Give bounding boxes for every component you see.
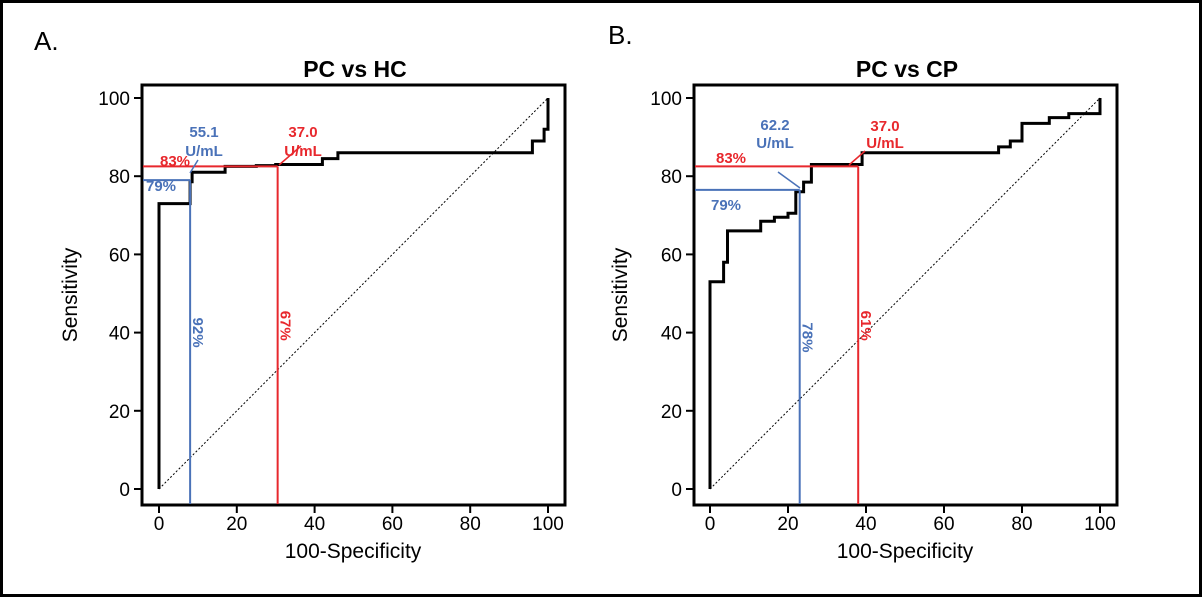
- panel-a-axes-frame: [140, 83, 567, 507]
- panel-b-axes-frame: [692, 83, 1119, 507]
- panel-b-y-tick-label-1: 20: [661, 402, 682, 423]
- panel-a-y-tick-label-4: 80: [109, 167, 130, 188]
- panel-b-x-tick-label-1: 20: [777, 514, 798, 535]
- panel-a-x-tick-label-0: 0: [154, 514, 165, 535]
- panel-b-diagonal-reference-line: [709, 97, 1101, 490]
- panel-a-cutoff-1-sensitivity-label: 83%: [160, 153, 190, 170]
- panel-a-cutoff-1-value-label-line-0: 37.0: [288, 124, 317, 141]
- panel-b-cutoff-0-specificity-label: 78%: [799, 322, 816, 352]
- panel-a-cutoff-0-sensitivity-label: 79%: [146, 178, 176, 195]
- panel-a-cutoff-0-leader-line: [189, 159, 199, 174]
- panel-a-cutoff-1-leader-line: [278, 145, 302, 166]
- panel-b-cutoff-0-value-label-line-1: U/mL: [756, 135, 794, 152]
- panel-a-cutoff-1-value-label-line-1: U/mL: [284, 143, 322, 160]
- panel-a-y-tick-label-2: 40: [109, 324, 130, 345]
- panel-b-y-tick-label-0: 0: [671, 480, 682, 501]
- panel-b-x-tick-label-0: 0: [705, 514, 716, 535]
- panel-a-y-tick-label-3: 60: [109, 245, 130, 266]
- panel-b-y-axis-label: Sensitivity: [609, 247, 632, 342]
- panel-a-y-tick-label-1: 20: [109, 402, 130, 423]
- panel-b-y-tick-label-5: 100: [650, 89, 682, 110]
- panel-a-x-tick-label-2: 40: [304, 514, 325, 535]
- panel-b-cutoff-1-sensitivity-label: 83%: [716, 150, 746, 167]
- panel-b-x-tick-label-2: 40: [855, 514, 876, 535]
- panel-b-x-tick-label-3: 60: [933, 514, 954, 535]
- panel-b-x-tick-label-4: 80: [1011, 514, 1032, 535]
- panel-b-cutoff-0-sensitivity-label: 79%: [711, 197, 741, 214]
- panel-a-plot: 0 20 40 60 80 100 0 20 40 60 80 100 92% 67% 79% 55.1 U/m…: [98, 83, 567, 535]
- panel-a-x-tick-label-4: 80: [460, 514, 481, 535]
- panel-a-x-tick-label-1: 20: [226, 514, 247, 535]
- panel-a-cutoff-0-specificity-label: 92%: [189, 318, 206, 348]
- panel-b-x-axis-label: 100-Specificity: [837, 540, 974, 563]
- panel-b-cutoff-1-value-label-line-0: 37.0: [870, 118, 899, 135]
- panel-b-letter: B.: [608, 20, 633, 50]
- panel-a-cutoff-1-specificity-label: 67%: [277, 311, 294, 341]
- panel-a-x-tick-label-5: 100: [532, 514, 564, 535]
- panel-a-cutoff-0-value-label-line-1: U/mL: [185, 143, 223, 160]
- panel-a-letter: A.: [34, 26, 59, 56]
- panel-b-cutoff-1-specificity-label: 61%: [857, 311, 874, 341]
- panel-a-x-tick-label-3: 60: [382, 514, 403, 535]
- panel-a-y-tick-label-0: 0: [119, 480, 130, 501]
- panel-b-roc-curve: [708, 98, 1102, 489]
- panel-b-cutoff-1-leader-line: [848, 150, 866, 166]
- panel-b-title: PC vs CP: [856, 56, 958, 82]
- panel-b-y-tick-label-4: 80: [661, 167, 682, 188]
- panel-b-cutoff-0-leader-line: [777, 171, 801, 189]
- panel-a-y-tick-label-5: 100: [98, 89, 130, 110]
- panel-a-title: PC vs HC: [303, 56, 407, 82]
- panel-b-y-tick-label-3: 60: [661, 245, 682, 266]
- panel-b-x-tick-label-5: 100: [1084, 514, 1116, 535]
- panel-a-x-axis-label: 100-Specificity: [285, 540, 422, 563]
- panel-a-cutoff-0-value-label-line-0: 55.1: [189, 124, 218, 141]
- panel-b-cutoff-0-value-label-line-0: 62.2: [760, 117, 789, 134]
- panel-a-y-axis-label: Sensitivity: [59, 247, 82, 342]
- panel-b-y-tick-label-2: 40: [661, 324, 682, 345]
- panel-b-cutoff-1-value-label-line-1: U/mL: [866, 135, 904, 152]
